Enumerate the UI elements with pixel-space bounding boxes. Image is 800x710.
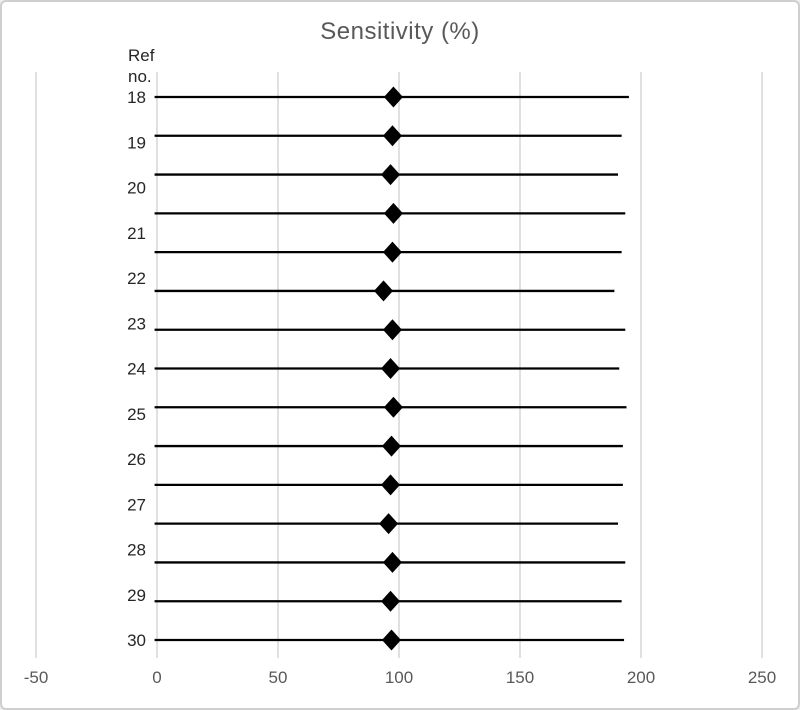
diamond-marker — [381, 358, 401, 379]
diamond-marker — [383, 396, 403, 418]
category-labels-group: 18 19 20 21 22 23 24 25 26 27 28 29 30 — [127, 88, 146, 650]
category-label: 19 — [127, 133, 146, 152]
y-axis-header-no: no. — [128, 67, 152, 86]
diamond-marker — [382, 319, 402, 341]
category-label: 27 — [127, 495, 146, 514]
category-label: 24 — [127, 360, 146, 379]
x-tick-label: 200 — [627, 668, 655, 687]
x-tick-labels-group: -50 0 50 100 150 200 250 — [24, 668, 776, 687]
diamond-marker — [382, 125, 402, 147]
diamond-marker — [381, 164, 401, 186]
category-label: 22 — [127, 269, 146, 288]
category-label: 26 — [127, 450, 146, 469]
x-tick-label: 50 — [269, 668, 288, 687]
x-tick-label: -50 — [24, 668, 49, 687]
y-axis-header-ref: Ref — [128, 46, 155, 65]
x-tick-label: 100 — [385, 668, 413, 687]
diamond-marker — [383, 202, 403, 224]
data-rows-group — [154, 86, 629, 651]
x-tick-label: 150 — [506, 668, 534, 687]
category-label: 25 — [127, 405, 146, 424]
chart-title: Sensitivity (%) — [320, 18, 480, 45]
diamond-marker — [381, 435, 401, 457]
diamond-marker — [382, 241, 402, 263]
diamond-marker — [382, 551, 402, 573]
category-label: 28 — [127, 541, 146, 560]
diamond-marker — [381, 474, 401, 496]
x-tick-label: 250 — [748, 668, 776, 687]
diamond-marker — [381, 590, 401, 612]
category-label: 23 — [127, 314, 146, 333]
category-label: 21 — [127, 224, 146, 243]
category-label: 29 — [127, 586, 146, 605]
category-label: 20 — [127, 179, 146, 198]
category-label: 30 — [127, 631, 146, 650]
diamond-marker — [381, 629, 401, 651]
x-tick-label: 0 — [152, 668, 161, 687]
diamond-marker — [383, 86, 403, 108]
category-label: 18 — [127, 88, 146, 107]
diamond-marker — [374, 280, 394, 302]
diamond-marker — [379, 513, 399, 535]
